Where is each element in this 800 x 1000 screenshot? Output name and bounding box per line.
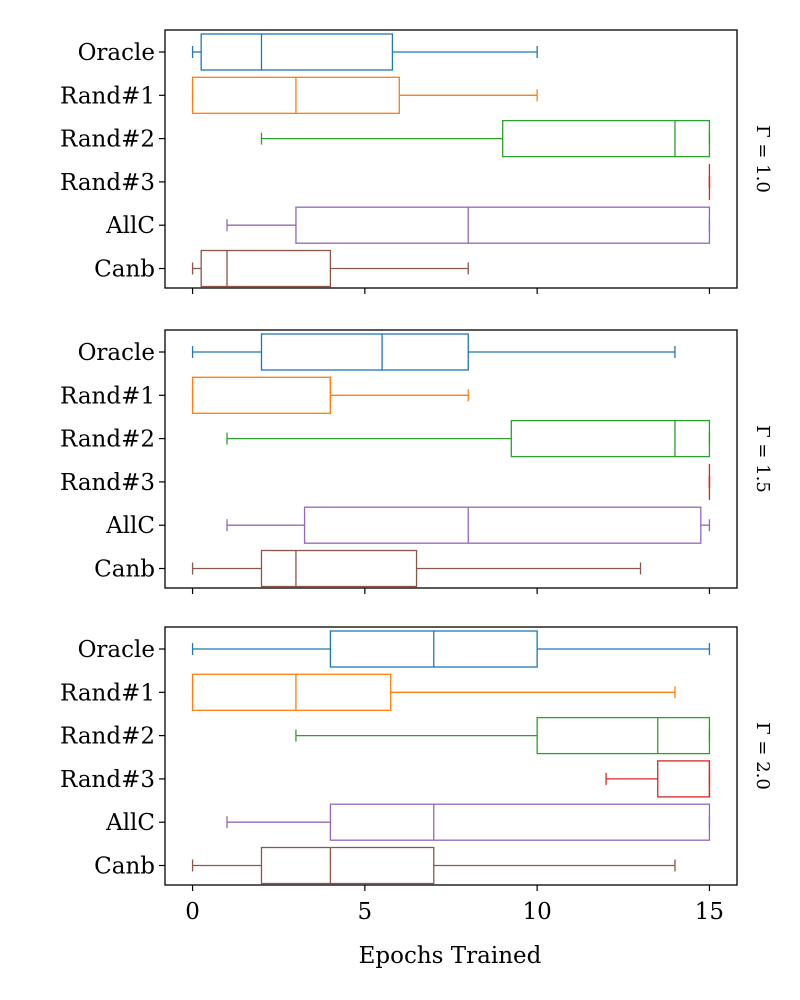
x-tick-label: 5: [358, 899, 373, 925]
box-allc: [226, 206, 711, 244]
y-tick-label: Canb: [94, 557, 155, 583]
box-oracle: [191, 630, 711, 668]
iqr-box: [502, 119, 711, 158]
box-rand2: [260, 119, 711, 158]
y-tick-label: Rand#3: [60, 170, 155, 196]
panel-gamma-label: Γ = 2.0: [752, 722, 773, 790]
x-tick-label: 10: [523, 899, 552, 925]
y-tick-label: Rand#2: [60, 724, 155, 750]
y-tick-label: Oracle: [78, 40, 155, 66]
iqr-box: [200, 249, 332, 288]
y-tick-label: Rand#1: [60, 83, 155, 109]
iqr-box: [260, 333, 469, 371]
iqr-box: [303, 506, 702, 544]
iqr-box: [295, 206, 711, 244]
panel-3: Oracle Rand#1 Rand#2 Rand#3 AllC Canb 0 5 10 15 Γ …: [60, 626, 773, 925]
box-oracle: [191, 33, 538, 71]
panel-2: Oracle Rand#1 Rand#2 Rand#3 AllC Canb Γ = 1.5: [60, 329, 773, 594]
iqr-box: [536, 716, 711, 755]
box-allc: [226, 506, 711, 544]
y-tick-label: Rand#2: [60, 127, 155, 153]
y-tick-label: Rand#1: [60, 680, 155, 706]
iqr-box: [510, 419, 711, 458]
box-rand2: [226, 419, 711, 458]
box-canb: [191, 846, 676, 885]
y-tick-label: AllC: [105, 810, 155, 836]
box-canb: [191, 549, 642, 588]
iqr-box: [260, 549, 418, 588]
iqr-box: [200, 33, 394, 71]
y-tick-label: AllC: [105, 213, 155, 239]
y-tick-label: Oracle: [78, 340, 155, 366]
y-tick-label: Rand#3: [60, 767, 155, 793]
panel-frame: [164, 29, 738, 289]
box-canb: [191, 249, 469, 288]
box-rand3: [605, 760, 711, 798]
y-tick-label: AllC: [105, 513, 155, 539]
panel-frame: [164, 329, 738, 589]
box-allc: [226, 803, 711, 841]
y-tick-label: Rand#1: [60, 383, 155, 409]
iqr-box: [329, 803, 711, 841]
x-axis-title: Epochs Trained: [359, 943, 542, 969]
iqr-box: [260, 846, 435, 885]
box-rand1: [191, 673, 676, 711]
box-rand1: [191, 76, 538, 114]
x-tick-label: 0: [185, 899, 200, 925]
panel-gamma-label: Γ = 1.0: [752, 125, 773, 193]
y-tick-label: Oracle: [78, 637, 155, 663]
iqr-box: [191, 673, 392, 711]
x-tick-label: 15: [695, 899, 724, 925]
panel-frame: [164, 626, 738, 886]
y-tick-label: Canb: [94, 854, 155, 880]
panel-1: Oracle Rand#1 Rand#2 Rand#3 AllC Canb Γ = 1.0: [60, 29, 773, 294]
y-tick-label: Rand#3: [60, 470, 155, 496]
box-rand2: [295, 716, 711, 755]
panel-gamma-label: Γ = 1.5: [752, 425, 773, 493]
y-tick-label: Canb: [94, 257, 155, 283]
box-oracle: [191, 333, 676, 371]
box-rand1: [191, 376, 469, 414]
y-tick-label: Rand#2: [60, 427, 155, 453]
